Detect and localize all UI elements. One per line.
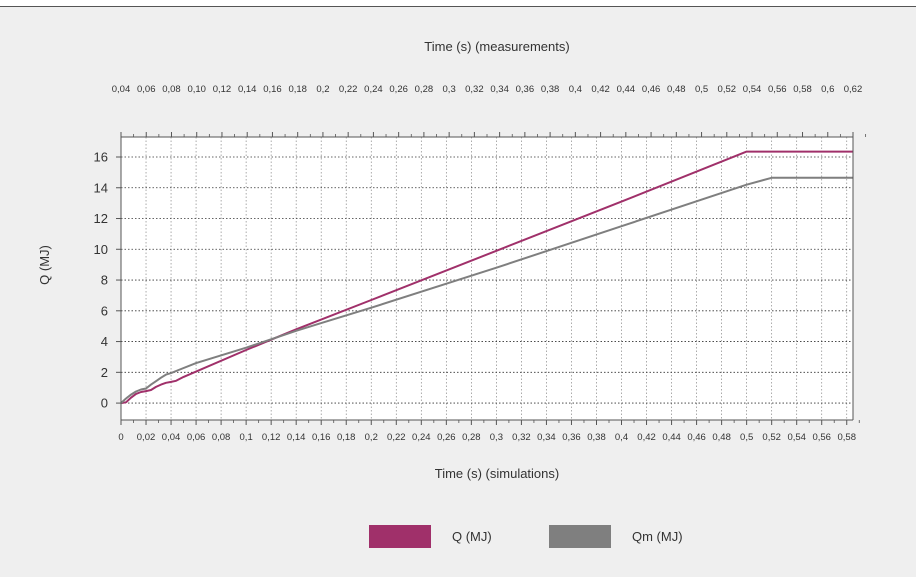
x-tick-label: 0,58 (837, 432, 856, 443)
top-tick-label: 0,34 (490, 84, 509, 95)
top-tick-label: 0,6 (821, 84, 834, 95)
legend-swatch-q (369, 525, 431, 548)
x-tick-label: 0,28 (462, 432, 481, 443)
top-tick-label: 0,5 (695, 84, 708, 95)
x-tick-label: 0,2 (365, 432, 378, 443)
x-tick-label: 0 (118, 432, 123, 443)
legend-label-q: Q (MJ) (452, 529, 492, 544)
top-tick-label: 0,14 (238, 84, 257, 95)
x-tick-label: 0,44 (662, 432, 681, 443)
top-tick-label: 0,4 (569, 84, 582, 95)
legend: Q (MJ) Qm (MJ) (369, 525, 683, 548)
x-tick-label: 0,12 (262, 432, 281, 443)
top-tick-label: 0,18 (288, 84, 307, 95)
x-axis-title: Time (s) (simulations) (435, 466, 559, 481)
series-line-q (120, 150, 853, 405)
x-tick-label: 0,22 (387, 432, 406, 443)
top-tick-label: 0,2 (316, 84, 329, 95)
y-tick-label: 0 (101, 396, 108, 411)
x-tick-label: 0,14 (287, 432, 306, 443)
top-tick-label: 0,42 (591, 84, 610, 95)
x-tick-label: 0,38 (587, 432, 606, 443)
chart-svg: Time (s) (measurements) Time (s) (simula… (37, 39, 867, 548)
series-group (120, 150, 853, 405)
top-tick-label: 0,24 (364, 84, 383, 95)
x-tick-label: 0,08 (212, 432, 231, 443)
x-tick-label: 0,46 (687, 432, 706, 443)
x-tick-label: 0,34 (537, 432, 556, 443)
y-tick-label: 8 (101, 273, 108, 288)
top-tick-label: 0,12 (213, 84, 232, 95)
legend-swatch-qm (549, 525, 611, 548)
top-tick-label: 0,46 (642, 84, 661, 95)
x-tick-label: 0,1 (240, 432, 253, 443)
top-tick-label: 0,16 (263, 84, 282, 95)
x-tick-label: 0,26 (437, 432, 456, 443)
x-tick-label: 0,04 (162, 432, 181, 443)
axes (116, 132, 867, 425)
top-tick-label: 0,08 (162, 84, 181, 95)
plot-area (121, 137, 853, 420)
x-tick-label: 0,4 (615, 432, 628, 443)
x-tick-label: 0,24 (412, 432, 431, 443)
top-tick-label: 0,04 (112, 84, 131, 95)
top-tick-label: 0,48 (667, 84, 686, 95)
top-tick-label: 0,62 (844, 84, 863, 95)
top-tick-label: 0,44 (617, 84, 636, 95)
top-tick-label: 0,26 (389, 84, 408, 95)
y-tick-label: 16 (94, 149, 108, 164)
x-tick-label: 0,02 (137, 432, 156, 443)
grid (120, 137, 853, 420)
x-tick-label: 0,16 (312, 432, 331, 443)
y-tick-label: 12 (94, 211, 108, 226)
series-line-qm (120, 176, 853, 404)
top-tick-label: 0,3 (443, 84, 456, 95)
top-tick-label: 0,10 (187, 84, 206, 95)
x-tick-label: 0,5 (740, 432, 753, 443)
x-tick-label: 0,48 (712, 432, 731, 443)
top-tick-label: 0,38 (541, 84, 560, 95)
y-tick-label: 10 (94, 242, 108, 257)
x-tick-label: 0,56 (812, 432, 831, 443)
top-tick-label: 0,06 (137, 84, 156, 95)
x-tick-label: 0,32 (512, 432, 531, 443)
chart-panel: Time (s) (measurements) Time (s) (simula… (0, 7, 916, 577)
x-tick-label: 0,3 (490, 432, 503, 443)
top-tick-label: 0,56 (768, 84, 787, 95)
y-tick-label: 2 (101, 365, 108, 380)
top-tick-label: 0,22 (339, 84, 358, 95)
top-rule (0, 6, 916, 7)
x-tick-label: 0,52 (762, 432, 781, 443)
top-tick-labels: 0,04 0,06 0,08 0,10 0,12 0,14 0,16 0,18 0,2 0,22 0… (112, 84, 863, 95)
y-tick-label: 6 (101, 303, 108, 318)
top-tick-label: 0,36 (516, 84, 535, 95)
y-tick-label: 14 (94, 180, 108, 195)
y-tick-label: 4 (101, 334, 108, 349)
x-tick-label: 0,18 (337, 432, 356, 443)
x-tick-label: 0,36 (562, 432, 581, 443)
x-tick-label: 0,06 (187, 432, 206, 443)
top-tick-label: 0,52 (718, 84, 737, 95)
top-tick-label: 0,58 (793, 84, 812, 95)
x-tick-labels: 0 0,02 0,04 0,06 0,08 0,1 0,12 0,14 0,16 0,18 0,2 0… (118, 432, 856, 443)
x-tick-label: 0,54 (787, 432, 806, 443)
top-tick-label: 0,54 (743, 84, 762, 95)
y-axis-title: Q (MJ) (37, 245, 52, 285)
x-tick-label: 0,42 (637, 432, 656, 443)
top-tick-label: 0,32 (465, 84, 484, 95)
y-tick-labels: 0 2 4 6 8 10 12 14 16 (94, 149, 108, 410)
legend-label-qm: Qm (MJ) (632, 529, 683, 544)
top-axis-title: Time (s) (measurements) (424, 39, 569, 54)
top-tick-label: 0,28 (415, 84, 434, 95)
